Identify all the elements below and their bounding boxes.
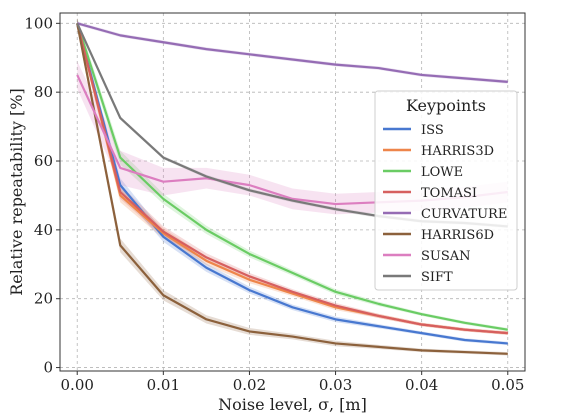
- band-susan: [77, 61, 508, 215]
- y-tick-label: 40: [34, 221, 53, 239]
- x-tick-label: 0.02: [233, 376, 266, 394]
- legend-label-susan: SUSAN: [421, 249, 471, 264]
- x-tick-label: 0.01: [147, 376, 180, 394]
- legend-label-harris3d: HARRIS3D: [421, 144, 494, 159]
- series-line-lowe: [76, 22, 508, 331]
- series-line-curvature: [76, 22, 508, 83]
- y-tick-label: 60: [34, 152, 53, 170]
- legend-label-tomasi: TOMASI: [421, 186, 477, 201]
- x-tick-label: 0.04: [405, 376, 438, 394]
- legend-label-curvature: CURVATURE: [421, 207, 507, 222]
- legend: Keypoints ISS HARRIS3D LOWE TOMASI CURVATURE…: [374, 90, 518, 291]
- x-axis-label: Noise level, σ, [m]: [218, 395, 367, 414]
- x-tick-label: 0.00: [61, 376, 94, 394]
- x-axis-ticks: 0.00 0.01 0.02 0.03 0.04 0.05: [61, 371, 524, 394]
- legend-label-sift: SIFT: [421, 270, 453, 285]
- y-tick-label: 20: [34, 290, 53, 308]
- y-axis-label: Relative repeatability [%]: [7, 88, 26, 295]
- legend-label-iss: ISS: [421, 123, 444, 138]
- plot-frame: [59, 12, 526, 372]
- y-tick-label: 0: [43, 359, 53, 377]
- x-tick-label: 0.05: [491, 376, 524, 394]
- y-tick-label: 80: [34, 83, 53, 101]
- y-tick-label: 100: [24, 14, 53, 32]
- legend-title: Keypoints: [406, 96, 486, 115]
- legend-items: ISS HARRIS3D LOWE TOMASI CURVATURE HARRIS6D SU…: [383, 123, 507, 285]
- series-line-harris6d: [76, 23, 508, 355]
- legend-box: [374, 90, 518, 291]
- band-curvature: [77, 21, 508, 84]
- x-tick-label: 0.03: [319, 376, 352, 394]
- legend-label-lowe: LOWE: [421, 165, 463, 180]
- series-line-tomasi: [76, 23, 508, 335]
- legend-label-harris6d: HARRIS6D: [421, 228, 494, 243]
- y-axis-ticks: 0 20 40 60 80 100: [24, 14, 60, 377]
